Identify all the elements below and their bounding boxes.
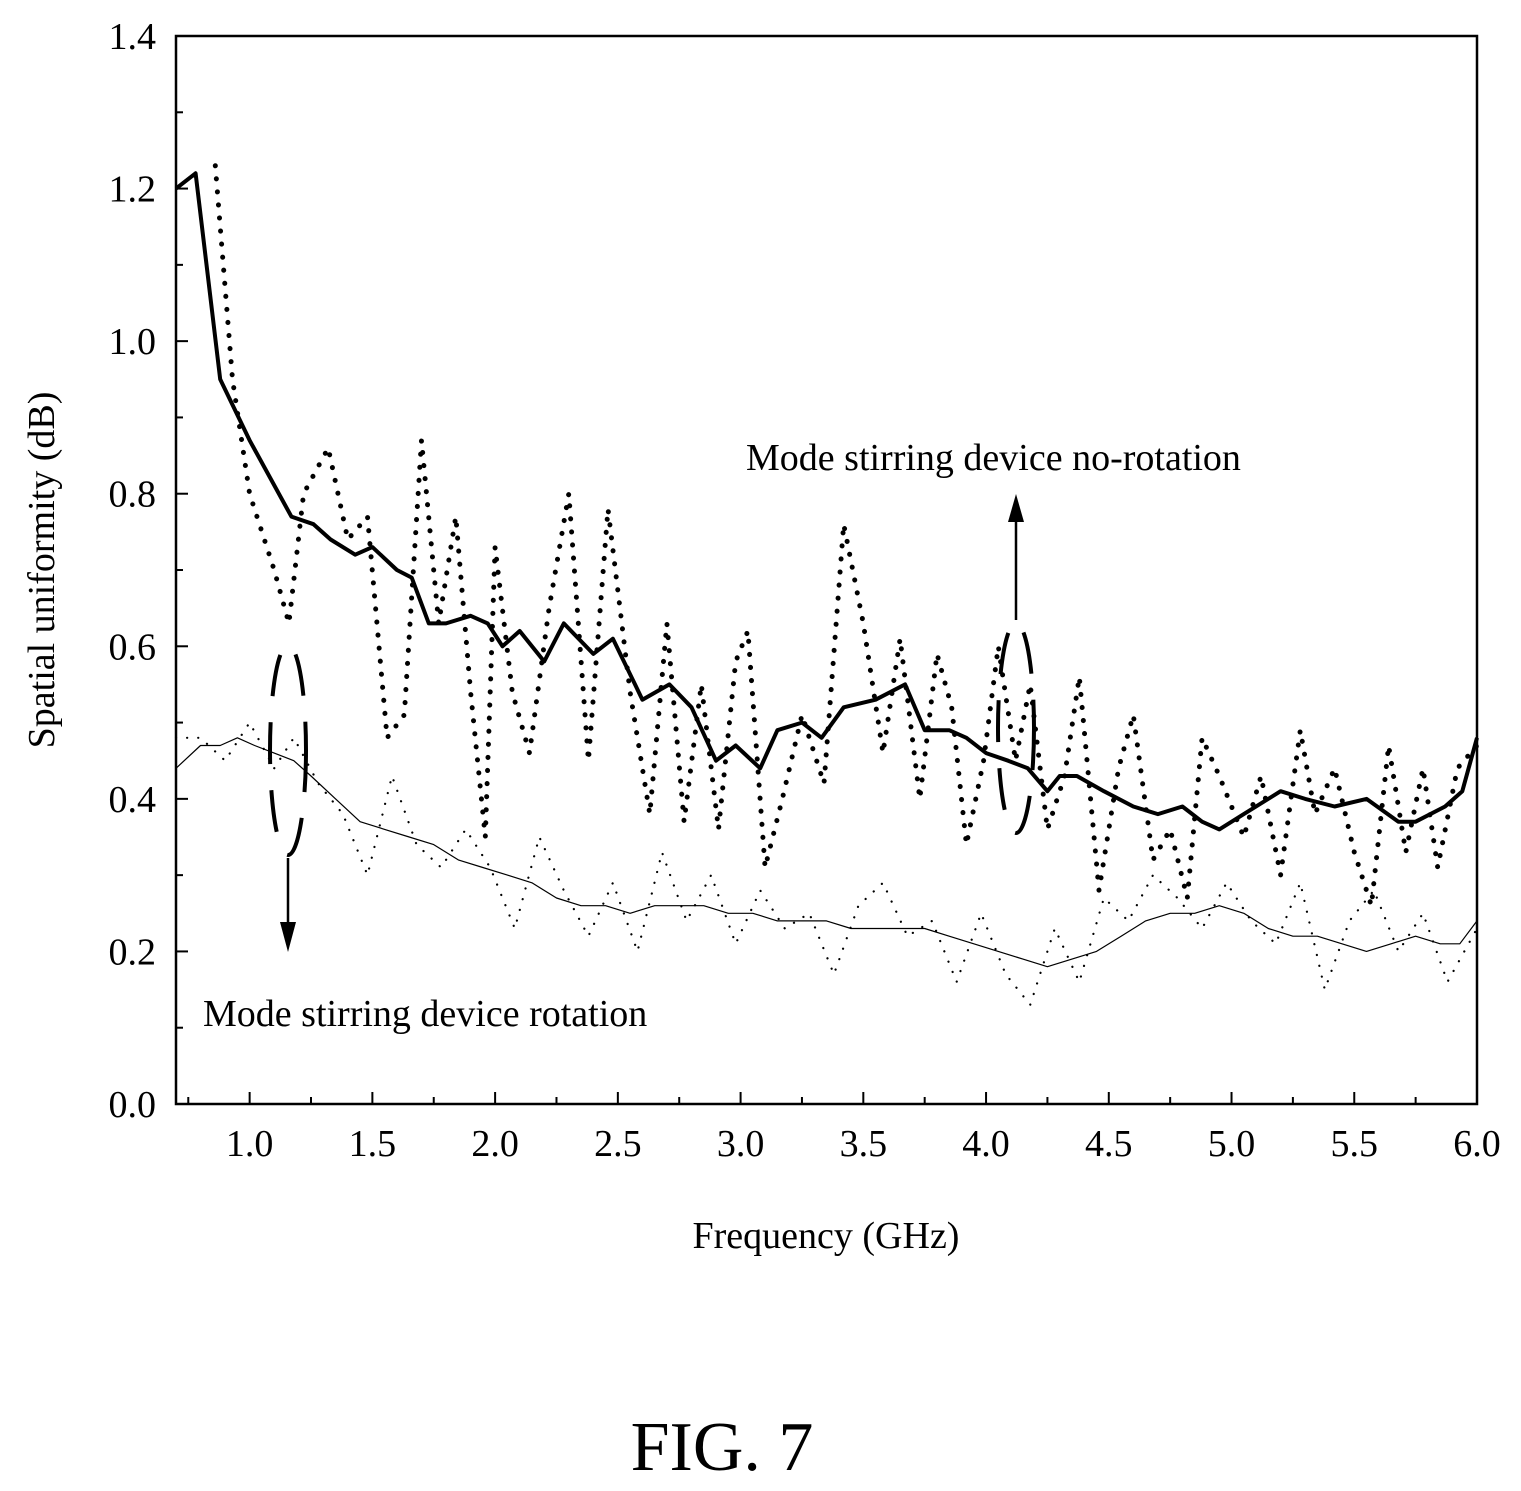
annotation-no-rotation: Mode stirring device no-rotation (746, 437, 1241, 479)
y-axis-title: Spatial uniformity (dB) (21, 392, 63, 749)
annotation-markers (268, 494, 1036, 952)
x-tick-label: 5.0 (1208, 1123, 1256, 1165)
arrow-down-head (280, 922, 296, 952)
x-tick-label: 2.0 (471, 1123, 519, 1165)
figure-caption: FIG. 7 (631, 1409, 814, 1486)
y-tick-label: 1.2 (109, 169, 157, 211)
x-tick-label: 2.5 (594, 1123, 642, 1165)
y-tick-label: 0.8 (109, 474, 157, 516)
series-line-thick-solid (174, 171, 1479, 832)
x-tick-label: 1.0 (226, 1123, 274, 1165)
y-axis-ticks: 0.0 0.2 0.4 0.6 0.8 1.0 1.2 1.4 (109, 16, 188, 1126)
y-tick-label: 1.0 (109, 321, 157, 363)
x-tick-label: 3.5 (840, 1123, 888, 1165)
arrow-up-head (1008, 494, 1024, 522)
y-tick-label: 0.6 (109, 626, 157, 668)
x-tick-label: 5.5 (1331, 1123, 1379, 1165)
y-tick-label: 0.0 (109, 1084, 157, 1126)
y-tick-label: 0.2 (109, 931, 157, 973)
series-line-thin-solid (175, 737, 1478, 968)
annotation-rotation: Mode stirring device rotation (203, 993, 647, 1035)
y-tick-label: 0.4 (109, 779, 157, 821)
series-line-thin-dotted (174, 721, 1479, 1006)
y-tick-label: 1.4 (109, 16, 157, 58)
x-tick-label: 4.5 (1085, 1123, 1133, 1165)
x-axis-ticks: 1.0 1.5 2.0 2.5 3.0 3.5 4.0 4.5 5.0 5.5 6.0 (187, 1092, 1501, 1165)
x-tick-label: 6.0 (1453, 1123, 1501, 1165)
ellipse-marker-rotation (268, 643, 308, 857)
x-tick-label: 3.0 (717, 1123, 765, 1165)
x-tick-label: 4.0 (962, 1123, 1010, 1165)
series-layer (174, 163, 1480, 1006)
ellipse-marker-no-rotation (996, 621, 1036, 835)
x-tick-label: 1.5 (349, 1123, 397, 1165)
x-axis-title: Frequency (GHz) (693, 1215, 960, 1257)
